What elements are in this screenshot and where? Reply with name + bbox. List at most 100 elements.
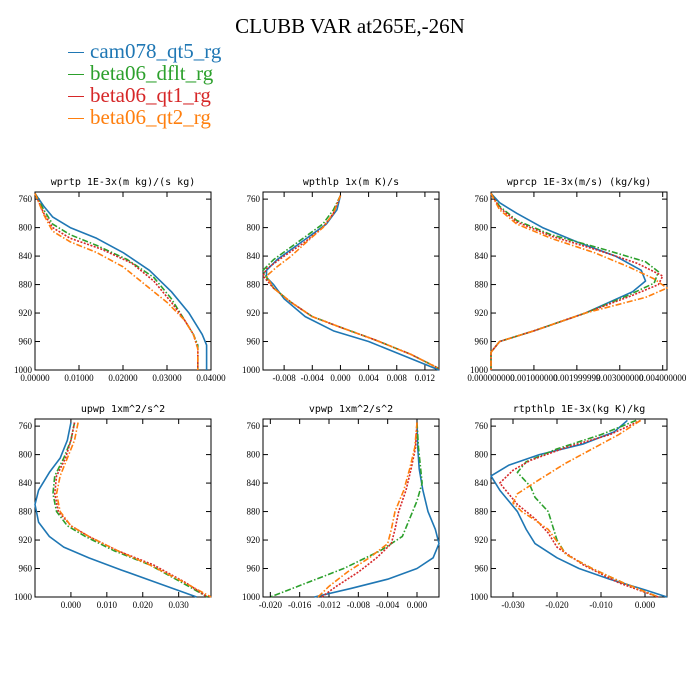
x-tick-label: 0.03000 (152, 373, 182, 383)
legend-label-cam078: cam078_qt5_rg (90, 39, 222, 63)
legend-label-dflt: beta06_dflt_rg (90, 61, 214, 85)
series-line-beta06_dflt_rg (34, 193, 199, 370)
y-tick-label: 920 (247, 308, 261, 318)
plot-frame (262, 418, 440, 598)
legend-entry-dflt: beta06_dflt_rg (68, 62, 221, 84)
x-tick-label: 0.010 (97, 600, 118, 610)
x-tick-label: -0.010 (589, 600, 613, 610)
y-tick-label: 1000 (14, 592, 33, 602)
series-line-cam078_qt5_rg (490, 419, 668, 598)
y-tick-label: 920 (19, 535, 33, 545)
plot-frame (34, 191, 212, 371)
series-line-cam078_qt5_rg (265, 195, 440, 371)
x-tick-label: -0.016 (288, 600, 312, 610)
panel-rtpthlp: rtpthlp 1E-3x(kg K)/kg 760 800 840 880 920 960… (470, 404, 668, 610)
panel-title: vpwp 1xm^2/s^2 (309, 404, 393, 415)
legend-swatch-qt1 (68, 95, 84, 97)
y-tick-label: 960 (475, 564, 489, 574)
panel-vpwp: vpwp 1xm^2/s^27608008408809209601000-0.0… (242, 404, 440, 610)
x-tick-label: 0.030 (169, 600, 190, 610)
y-tick-label: 760 (247, 421, 261, 431)
y-tick-label: 800 (475, 450, 489, 460)
x-tick-label: 0.003000000 (596, 373, 644, 383)
y-tick-label: 840 (19, 251, 33, 261)
page-title: CLUBB VAR at265E,-26N (235, 14, 465, 38)
y-tick-label: 760 (247, 194, 261, 204)
series-line-beta06_dflt_rg (490, 192, 660, 370)
y-tick-label: 920 (475, 308, 489, 318)
plot-frame (262, 191, 440, 371)
panel-title: upwp 1xm^2/s^2 (81, 404, 165, 415)
series-line-beta06_qt1_rg (490, 193, 664, 370)
y-tick-label: 920 (475, 535, 489, 545)
y-tick-label: 920 (247, 535, 261, 545)
x-tick-label: -0.012 (317, 600, 340, 610)
x-tick-label: 0.020 (133, 600, 154, 610)
y-tick-label: 960 (19, 564, 33, 574)
panel-title: wprcp 1E-3x(m/s) (kg/kg) (507, 177, 652, 188)
y-tick-label: 760 (475, 421, 489, 431)
legend-label-qt2: beta06_qt2_rg (90, 105, 211, 129)
legend-entry-cam078: cam078_qt5_rg (68, 40, 221, 62)
x-tick-label: -0.020 (259, 600, 283, 610)
x-tick-label: 0.02000 (108, 373, 138, 383)
panel-upwp: upwp 1xm^2/s^2 760 800 840 880 920 960 1000 0.00… (14, 404, 212, 610)
series-line-beta06_dflt_rg (52, 422, 208, 598)
series-line-beta06_dflt_rg (262, 195, 440, 370)
plot-frame (490, 418, 668, 598)
x-tick-label: -0.008 (347, 600, 371, 610)
y-tick-label: 800 (247, 223, 261, 233)
y-tick-label: 1000 (470, 592, 489, 602)
x-tick-label: -0.020 (545, 600, 569, 610)
panel-wprtp: wprtp 1E-3x(m kg)/(s kg) 760 800 840 880 920 9… (14, 177, 226, 383)
x-tick-label: 0.00000 (20, 373, 50, 383)
y-tick-label: 840 (247, 251, 261, 261)
y-tick-label: 960 (475, 337, 489, 347)
series-line-cam078_qt5_rg (314, 422, 440, 598)
series-line-beta06_qt2_rg (34, 193, 199, 370)
series-line-beta06_qt2_rg (265, 195, 440, 370)
series-line-beta06_qt1_rg (499, 419, 659, 598)
y-tick-label: 1000 (242, 365, 261, 375)
y-tick-label: 880 (475, 507, 489, 517)
y-tick-label: 880 (247, 280, 261, 290)
x-tick-label: 0.000 (330, 373, 351, 383)
y-tick-label: 800 (19, 223, 33, 233)
x-tick-label: 0.01000 (64, 373, 94, 383)
series-line-beta06_qt2_rg (317, 422, 418, 598)
legend-label-qt1: beta06_qt1_rg (90, 83, 211, 107)
x-tick-label: 0.04000 (196, 373, 226, 383)
y-tick-label: 880 (247, 507, 261, 517)
series-line-beta06_qt1_rg (321, 422, 418, 598)
x-tick-label: 0.004000000 (639, 373, 687, 383)
series-line-beta06_qt2_rg (512, 419, 659, 598)
y-tick-label: 800 (475, 223, 489, 233)
y-tick-label: 1000 (14, 365, 33, 375)
x-tick-label: -0.008 (272, 373, 296, 383)
y-tick-label: 840 (19, 478, 33, 488)
x-tick-label: 0.000 (635, 600, 656, 610)
y-tick-label: 760 (19, 194, 33, 204)
y-tick-label: 880 (19, 507, 33, 517)
y-tick-label: 800 (247, 450, 261, 460)
y-tick-label: 1000 (242, 592, 261, 602)
x-tick-label: -0.004 (376, 600, 400, 610)
y-tick-label: 960 (247, 564, 261, 574)
x-tick-label: 0.000 (407, 600, 428, 610)
y-tick-label: 840 (247, 478, 261, 488)
series-line-beta06_qt2_rg (490, 193, 668, 370)
y-tick-label: 840 (475, 478, 489, 488)
series-line-beta06_qt1_rg (53, 422, 208, 598)
y-tick-label: 880 (475, 280, 489, 290)
y-tick-label: 880 (19, 280, 33, 290)
x-tick-label: 0.000000000 (467, 373, 515, 383)
series-line-beta06_qt1_rg (34, 193, 199, 370)
y-tick-label: 800 (19, 450, 33, 460)
x-tick-label: 0.012 (415, 373, 435, 383)
series-line-cam078_qt5_rg (34, 192, 208, 370)
panel-wprcp: wprcp 1E-3x(m/s) (kg/kg) 760 800 840 880 920 9… (467, 177, 687, 383)
x-tick-label: 0.001999999 (553, 373, 601, 383)
x-tick-label: -0.004 (301, 373, 325, 383)
y-tick-label: 920 (19, 308, 33, 318)
y-tick-label: 1000 (470, 365, 489, 375)
